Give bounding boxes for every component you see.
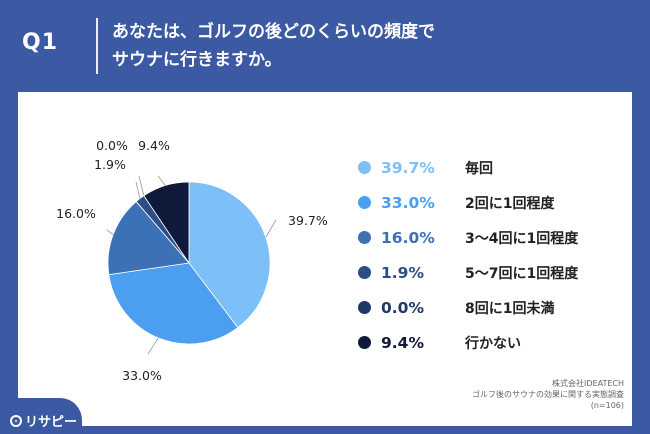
data-label-1: 39.7% — [288, 213, 328, 228]
chart-card: 39.7% 33.0% 16.0% 1.9% 0.0% 9.4% 39.7% 毎回 33.0%… — [18, 92, 632, 426]
source-note: 株式会社IDEATECH ゴルフ後のサウナの効果に関する実態調査 (n=106) — [472, 378, 624, 411]
legend-item-6: 9.4% 行かない — [358, 325, 628, 360]
data-label-2: 33.0% — [122, 368, 162, 383]
brand-tab: リサピー — [0, 398, 82, 434]
data-label-6: 9.4% — [138, 138, 170, 153]
legend-percent-4: 1.9% — [381, 263, 424, 282]
data-label-5: 0.0% — [96, 138, 128, 153]
question-title-line-1: あなたは、ゴルフの後どのくらいの頻度で — [112, 22, 435, 42]
leader-line-5 — [138, 175, 145, 196]
legend-label-5: 8回に1回未満 — [465, 300, 555, 317]
pie-slice-6 — [143, 181, 190, 265]
legend-label-1: 毎回 — [465, 160, 493, 177]
question-number: Q1 — [22, 30, 59, 55]
legend-swatch-2 — [358, 196, 371, 209]
source-sample-size: (n=106) — [590, 401, 624, 410]
pie-slice-1 — [188, 181, 271, 329]
legend-item-3: 16.0% 3〜4回に1回程度 — [358, 220, 628, 255]
header-divider — [96, 18, 98, 74]
risapy-logo-icon — [10, 414, 22, 427]
legend-swatch-1 — [358, 161, 371, 174]
legend-percent-5: 0.0% — [381, 298, 424, 317]
source-survey: ゴルフ後のサウナの効果に関する実態調査 — [472, 390, 624, 399]
leader-line-4 — [135, 181, 141, 199]
legend-percent-6: 9.4% — [381, 333, 424, 352]
question-title: あなたは、ゴルフの後どのくらいの頻度で サウナに行きますか。 — [112, 18, 632, 74]
leader-line-3 — [106, 229, 114, 235]
data-label-3: 16.0% — [56, 206, 96, 221]
legend-item-5: 0.0% 8回に1回未満 — [358, 290, 628, 325]
source-company: 株式会社IDEATECH — [552, 379, 624, 388]
legend-swatch-5 — [358, 301, 371, 314]
legend-label-4: 5〜7回に1回程度 — [465, 265, 579, 282]
brand-name: リサピー — [25, 415, 78, 430]
legend-item-2: 33.0% 2回に1回程度 — [358, 185, 628, 220]
leader-line-6 — [157, 175, 166, 186]
brand-logo: リサピー — [10, 411, 77, 430]
legend-percent-2: 33.0% — [381, 193, 435, 212]
pie-slice-2 — [108, 262, 239, 345]
leader-line-2 — [147, 337, 159, 355]
legend-label-2: 2回に1回程度 — [465, 195, 555, 212]
legend-item-1: 39.7% 毎回 — [358, 150, 628, 185]
legend-label-3: 3〜4回に1回程度 — [465, 230, 579, 247]
legend: 39.7% 毎回 33.0% 2回に1回程度 16.0% 3〜4回に1回程度 1.9% 5〜7… — [358, 150, 628, 360]
pie-slice-3 — [107, 201, 190, 276]
leader-line-1 — [265, 219, 277, 238]
legend-item-4: 1.9% 5〜7回に1回程度 — [358, 255, 628, 290]
legend-label-6: 行かない — [465, 335, 521, 352]
pie-chart: 39.7% 33.0% 16.0% 1.9% 0.0% 9.4% — [56, 138, 328, 383]
legend-percent-3: 16.0% — [381, 228, 435, 247]
legend-percent-1: 39.7% — [381, 158, 435, 177]
legend-swatch-3 — [358, 231, 371, 244]
header: Q1 あなたは、ゴルフの後どのくらいの頻度で サウナに行きますか。 — [0, 0, 650, 92]
question-title-line-2: サウナに行きますか。 — [112, 50, 282, 70]
legend-swatch-4 — [358, 266, 371, 279]
legend-swatch-6 — [358, 336, 371, 349]
data-label-4: 1.9% — [94, 157, 126, 172]
